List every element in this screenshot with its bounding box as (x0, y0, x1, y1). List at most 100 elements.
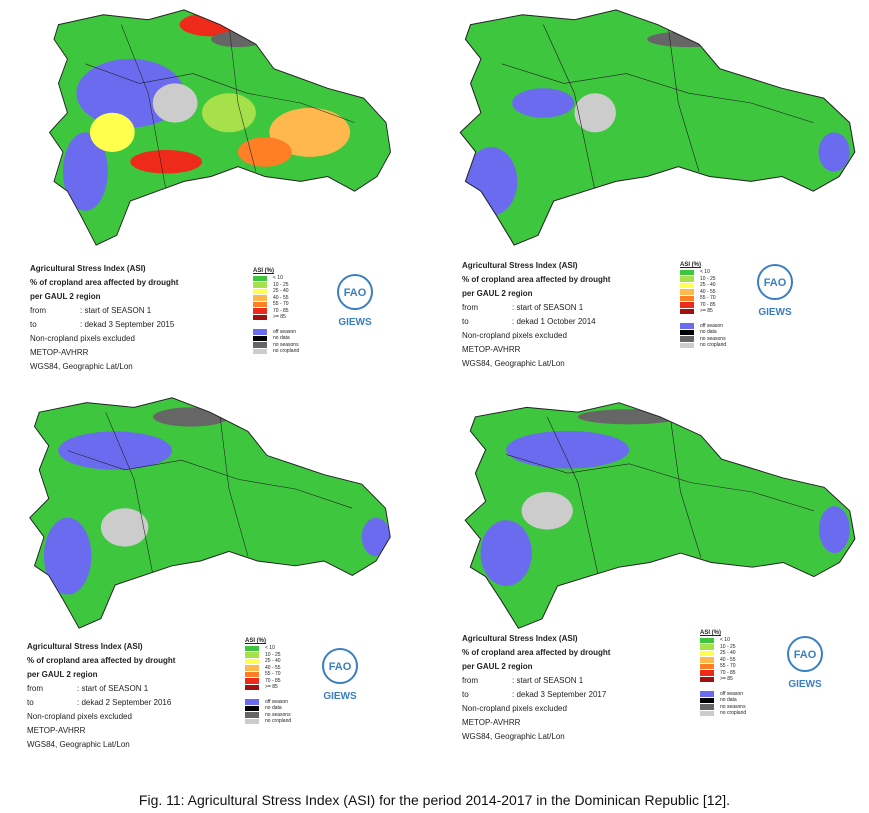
legend-swatch (245, 658, 259, 664)
land-class (43, 517, 92, 595)
land-class (818, 506, 850, 554)
map (48, 9, 391, 246)
legend-item: 55 - 70 (680, 295, 726, 302)
info-line: WGS84, Geographic Lat/Lon (462, 359, 565, 368)
legend-item: off season (680, 323, 726, 330)
legend-label: no data (273, 335, 290, 342)
map (29, 397, 391, 629)
legend-item: 40 - 55 (253, 295, 299, 302)
legend-swatch (245, 652, 259, 658)
legend-item: < 10 (253, 275, 299, 282)
region-border (85, 63, 355, 123)
legend-label: 70 - 85 (700, 301, 716, 308)
legend: ASI (%) < 10 10 - 25 25 - 40 40 - 55 55 - 70 7… (245, 638, 291, 725)
info-line: Agricultural Stress Index (ASI) (462, 634, 578, 643)
legend-label: >= 85 (720, 676, 733, 683)
info-line: per GAUL 2 region (27, 670, 98, 679)
map-fill (460, 9, 855, 246)
country-border (29, 397, 391, 629)
info-value: : start of SEASON 1 (512, 676, 584, 685)
info-key: from (462, 303, 478, 312)
land (465, 402, 855, 629)
land-class (521, 492, 573, 530)
info-line: Non-cropland pixels excluded (27, 712, 132, 721)
legend-label: >= 85 (265, 684, 278, 691)
map-panel: Agricultural Stress Index (ASI) % of crop… (435, 0, 865, 385)
caption: Fig. 11: Agricultural Stress Index (ASI)… (138, 792, 731, 808)
legend-label: no data (700, 329, 717, 336)
legend-label: 25 - 40 (700, 282, 716, 289)
legend-swatch (680, 302, 694, 308)
legend-label: 10 - 25 (700, 275, 716, 282)
legend-swatch (700, 676, 714, 682)
legend-item: < 10 (700, 637, 746, 644)
country-border (48, 9, 391, 246)
legend-label: no cropland (273, 348, 300, 355)
info-line: % of cropland area affected by drought (30, 278, 179, 287)
legend: ASI (%) < 10 10 - 25 25 - 40 40 - 55 55 - 70 7… (680, 262, 726, 349)
legend-label: no cropland (700, 342, 727, 349)
info-line: Non-cropland pixels excluded (462, 704, 567, 713)
legend-swatch (245, 712, 259, 718)
legend-item: 40 - 55 (680, 289, 726, 296)
land-class (89, 112, 135, 152)
legend-item: >= 85 (700, 676, 746, 683)
land-class (465, 147, 518, 216)
logo-emblem: FAO (757, 264, 793, 300)
land-class (130, 150, 203, 174)
legend-swatch (700, 697, 714, 703)
legend-item: 25 - 40 (245, 658, 291, 665)
legend-label: 10 - 25 (720, 643, 736, 650)
legend-item: 10 - 25 (680, 276, 726, 283)
info-line: WGS84, Geographic Lat/Lon (27, 740, 130, 749)
logo: FAO GIEWS (315, 646, 365, 702)
legend-label: 55 - 70 (720, 663, 736, 670)
legend-item: no cropland (680, 342, 726, 349)
legend-item: 25 - 40 (680, 282, 726, 289)
legend-label: 70 - 85 (720, 669, 736, 676)
info-line: METOP-AVHRR (462, 345, 521, 354)
legend-swatch (253, 275, 267, 281)
map (459, 9, 856, 246)
legend-swatch (253, 329, 267, 335)
land-class (62, 132, 108, 211)
legend-label: 25 - 40 (273, 288, 289, 295)
legend-swatch (253, 282, 267, 288)
info-key: from (462, 676, 478, 685)
info-key: to (462, 317, 469, 326)
info-line: Agricultural Stress Index (ASI) (27, 642, 143, 651)
region-border (121, 24, 167, 192)
legend-label: 70 - 85 (265, 677, 281, 684)
land-class (574, 93, 616, 133)
land-class (577, 409, 681, 425)
legend-title: ASI (%) (700, 630, 721, 636)
legend-swatch (700, 663, 714, 669)
legend-label: off season (720, 690, 743, 697)
map-info: Agricultural Stress Index (ASI) % of crop… (462, 632, 610, 744)
legend-item: < 10 (680, 269, 726, 276)
info-line: WGS84, Geographic Lat/Lon (30, 362, 133, 371)
legend-swatch (245, 705, 259, 711)
info-line: Non-cropland pixels excluded (462, 331, 567, 340)
logo: FAO GIEWS (780, 634, 830, 690)
info-row: from : start of SEASON 1 (462, 301, 610, 315)
legend-item: no seasons (253, 342, 299, 349)
legend-item: no seasons (680, 336, 726, 343)
land-class (480, 520, 532, 586)
legend-label: no data (265, 705, 282, 712)
legend-swatch (245, 718, 259, 724)
info-row: to : dekad 1 October 2014 (462, 315, 610, 329)
legend-swatch (680, 308, 694, 314)
legend-item: 10 - 25 (245, 652, 291, 659)
legend-swatch (700, 650, 714, 656)
legend-item: 40 - 55 (245, 665, 291, 672)
legend-item: no cropland (245, 718, 291, 725)
info-value: : start of SEASON 1 (512, 303, 584, 312)
info-value: : dekad 1 October 2014 (512, 317, 596, 326)
region-border (546, 416, 599, 577)
legend-label: >= 85 (700, 308, 713, 315)
region-border (667, 24, 700, 172)
country-border (464, 402, 856, 629)
info-value: : start of SEASON 1 (77, 684, 149, 693)
info-value: : start of SEASON 1 (80, 306, 152, 315)
